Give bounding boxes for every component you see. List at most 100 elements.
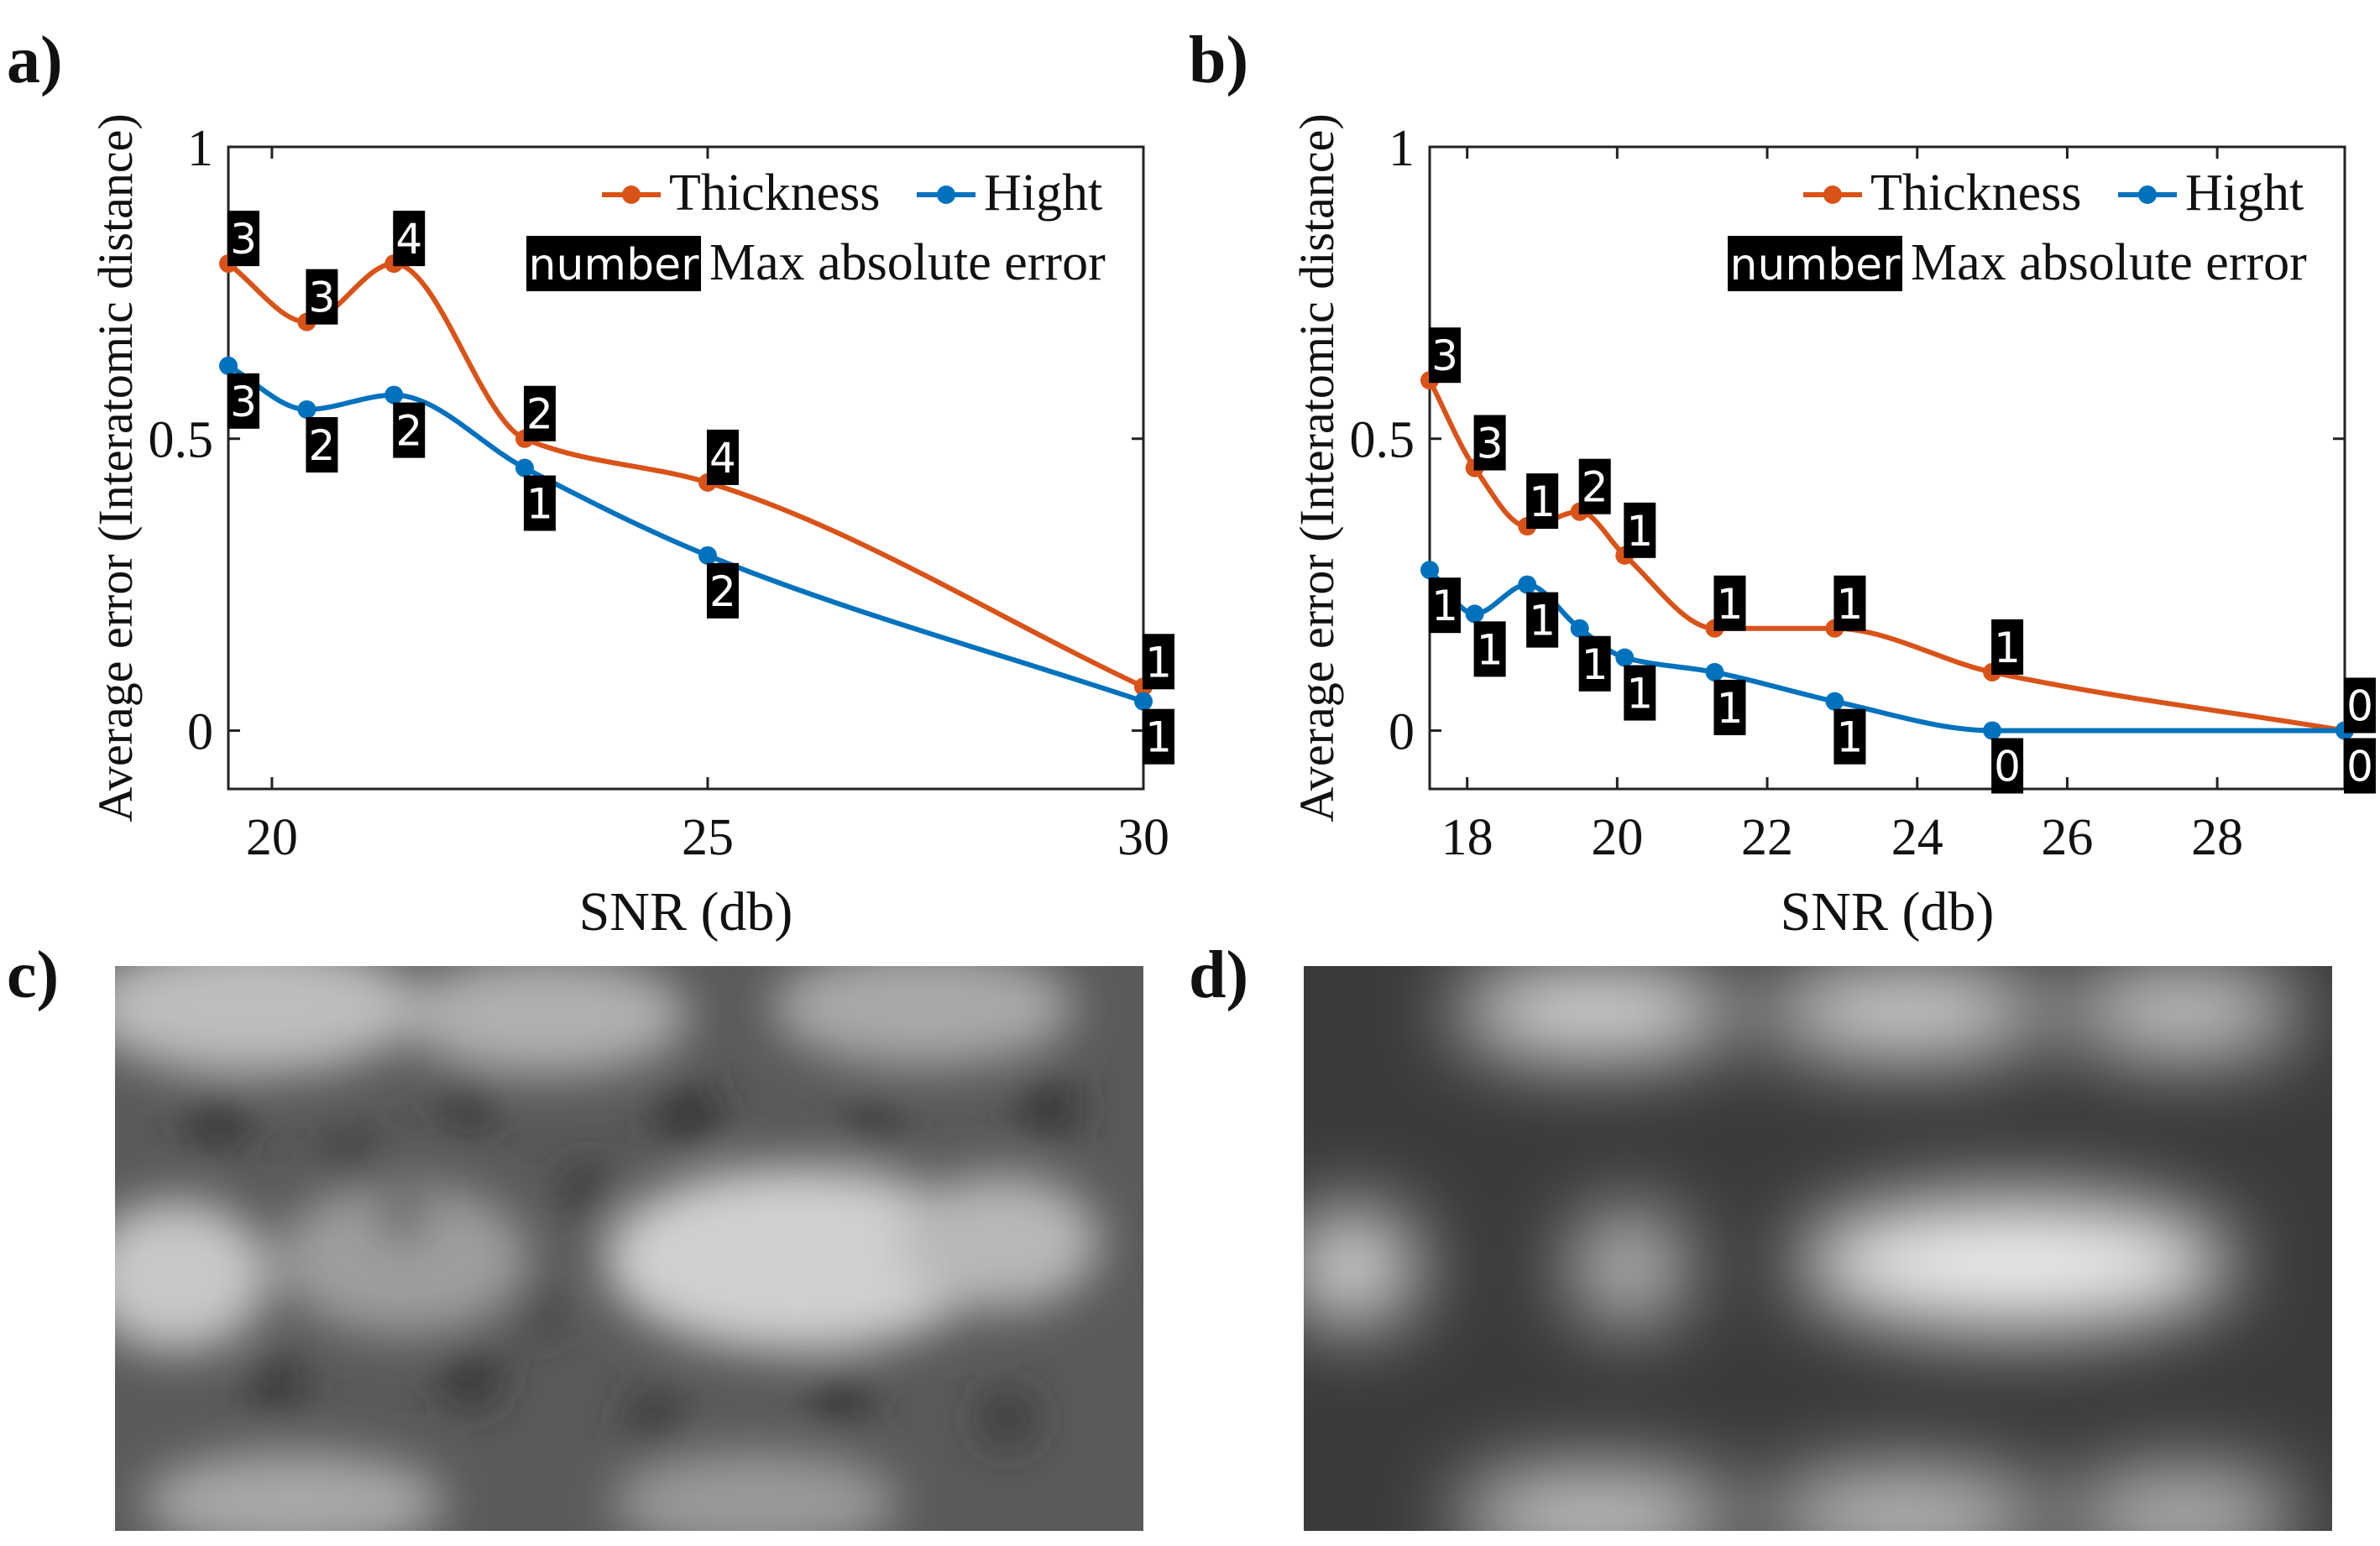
legend-marker-thickness: [622, 185, 641, 204]
y-tick-label: 1: [187, 120, 213, 177]
error-badge-thickness: 4: [706, 429, 739, 485]
data-point-hight: [1134, 692, 1153, 711]
data-point-hight: [515, 458, 534, 478]
error-badge-hight: 1: [1833, 708, 1866, 765]
error-badge-hight-bg: [306, 416, 338, 473]
error-badge-thickness: 1: [1713, 575, 1746, 631]
legend-badge-label: number: [529, 240, 700, 290]
data-point-hight: [1570, 619, 1589, 638]
error-badge-hight-bg: [2344, 738, 2376, 794]
error-badge-thickness: 3: [1429, 327, 1461, 384]
legend: Thickness Hight number Max absolute error: [1728, 165, 2307, 291]
error-badge-hight: 1: [1526, 592, 1559, 648]
error-badge-thickness-bg: [1143, 634, 1174, 690]
error-badge-thickness: 1: [1526, 473, 1559, 530]
error-badge-thickness-bg: [393, 211, 426, 267]
series-line-hight: [1427, 568, 2345, 734]
error-badge-hight-bg: [706, 562, 739, 619]
error-badge-thickness-text: 4: [709, 434, 736, 483]
error-badge-hight-bg: [228, 373, 259, 429]
x-axis-label: SNR (db): [579, 881, 793, 943]
series-line-thickness: [227, 261, 1145, 690]
legend-badge-text: Max absolute error: [1911, 234, 2307, 291]
y-tick-label: 0.5: [1350, 412, 1415, 469]
panel-label-c: c): [7, 938, 59, 1012]
error-badge-hight-text: 2: [309, 421, 336, 470]
error-badge-hight-text: 0: [2346, 742, 2373, 791]
error-badge-thickness-text: 3: [230, 215, 257, 264]
x-tick-label: 24: [1891, 809, 1943, 866]
series-line-thickness: [1427, 379, 2346, 734]
legend-label-hight: Hight: [984, 165, 1102, 222]
error-badge-hight: 1: [1473, 621, 1506, 677]
error-badge-hight-text: 1: [1626, 670, 1653, 718]
data-point-hight: [384, 385, 404, 405]
error-badge-hight-text: 1: [1717, 684, 1744, 733]
error-badge-hight: 1: [1624, 665, 1656, 721]
error-badge-hight-text: 1: [1477, 625, 1504, 674]
error-badge-hight-text: 1: [1529, 597, 1556, 645]
x-tick-label: 28: [2191, 809, 2243, 866]
error-badge-thickness-bg: [1578, 458, 1611, 514]
error-badge-thickness-bg: [1473, 415, 1506, 471]
panel-label-d: d): [1189, 938, 1248, 1012]
error-badge-thickness-text: 1: [1994, 624, 2021, 672]
x-tick-label: 20: [246, 809, 298, 866]
error-badge-hight-bg: [1833, 708, 1866, 765]
error-badge-thickness: 3: [228, 211, 259, 267]
legend-badge-text: Max absolute error: [709, 234, 1106, 291]
x-tick-label: 30: [1117, 809, 1169, 866]
error-badge-thickness-bg: [1429, 327, 1461, 384]
error-badge-thickness: 1: [1624, 502, 1656, 558]
legend-badge-label: number: [1730, 240, 1901, 290]
legend-marker-hight: [937, 185, 955, 204]
error-badge-thickness: 1: [1991, 619, 2024, 675]
error-badge-hight-bg: [1526, 592, 1559, 648]
error-badge-thickness: 2: [1578, 458, 1611, 514]
legend-marker-thickness: [1823, 185, 1842, 204]
x-axis-label: SNR (db): [1781, 881, 1995, 943]
error-badge-thickness-bg: [1526, 473, 1559, 530]
error-badge-hight-bg: [393, 402, 426, 458]
error-badge-hight: 1: [1578, 635, 1611, 692]
x-tick-label: 25: [682, 809, 734, 866]
error-badge-hight-bg: [1429, 577, 1461, 634]
y-tick-label: 0.5: [149, 412, 214, 469]
error-badge-thickness-text: 3: [1477, 420, 1504, 468]
error-badge-thickness-bg: [523, 385, 556, 441]
data-point-hight: [698, 546, 717, 565]
error-badge-hight-text: 3: [230, 378, 257, 426]
error-badge-hight-bg: [1578, 635, 1611, 692]
legend-badge-bg: [1728, 236, 1902, 291]
x-tick-label: 20: [1591, 809, 1643, 866]
y-axis-label: Average error (Interatomic distance): [88, 113, 143, 822]
x-tick-label: 22: [1741, 809, 1793, 866]
y-tick-label: 1: [1389, 120, 1415, 177]
micrograph-noisy: [115, 966, 1143, 1531]
legend-label-thickness: Thickness: [1870, 165, 2081, 222]
error-badge-thickness: 0: [2344, 677, 2376, 734]
error-badge-thickness-bg: [1624, 502, 1656, 558]
data-point-hight: [1983, 721, 2002, 740]
legend-label-thickness: Thickness: [669, 165, 880, 222]
error-badge-hight-text: 1: [526, 480, 553, 529]
error-badge-hight: 3: [228, 373, 259, 429]
error-badge-thickness: 3: [306, 269, 338, 325]
y-axis-label: Average error (Interatomic distance): [1289, 113, 1344, 822]
error-badge-thickness-bg: [228, 211, 259, 267]
error-badge-hight: 0: [1991, 738, 2024, 794]
series-line-hight: [227, 363, 1144, 704]
error-badge-thickness: 1: [1143, 634, 1174, 690]
error-badge-thickness-text: 1: [1626, 507, 1653, 556]
error-badge-hight-bg: [1713, 679, 1746, 735]
legend: Thickness Hight number Max absolute error: [526, 165, 1106, 291]
error-badge-thickness-text: 0: [2346, 682, 2373, 730]
error-badge-thickness-bg: [1833, 575, 1866, 631]
error-badge-thickness-text: 3: [1431, 332, 1458, 380]
error-badge-hight: 1: [1143, 708, 1174, 765]
error-badge-thickness-bg: [1991, 619, 2024, 675]
data-point-hight: [1615, 648, 1635, 667]
micrograph-denoised: [1304, 966, 2332, 1531]
legend-marker-hight: [2138, 185, 2157, 204]
